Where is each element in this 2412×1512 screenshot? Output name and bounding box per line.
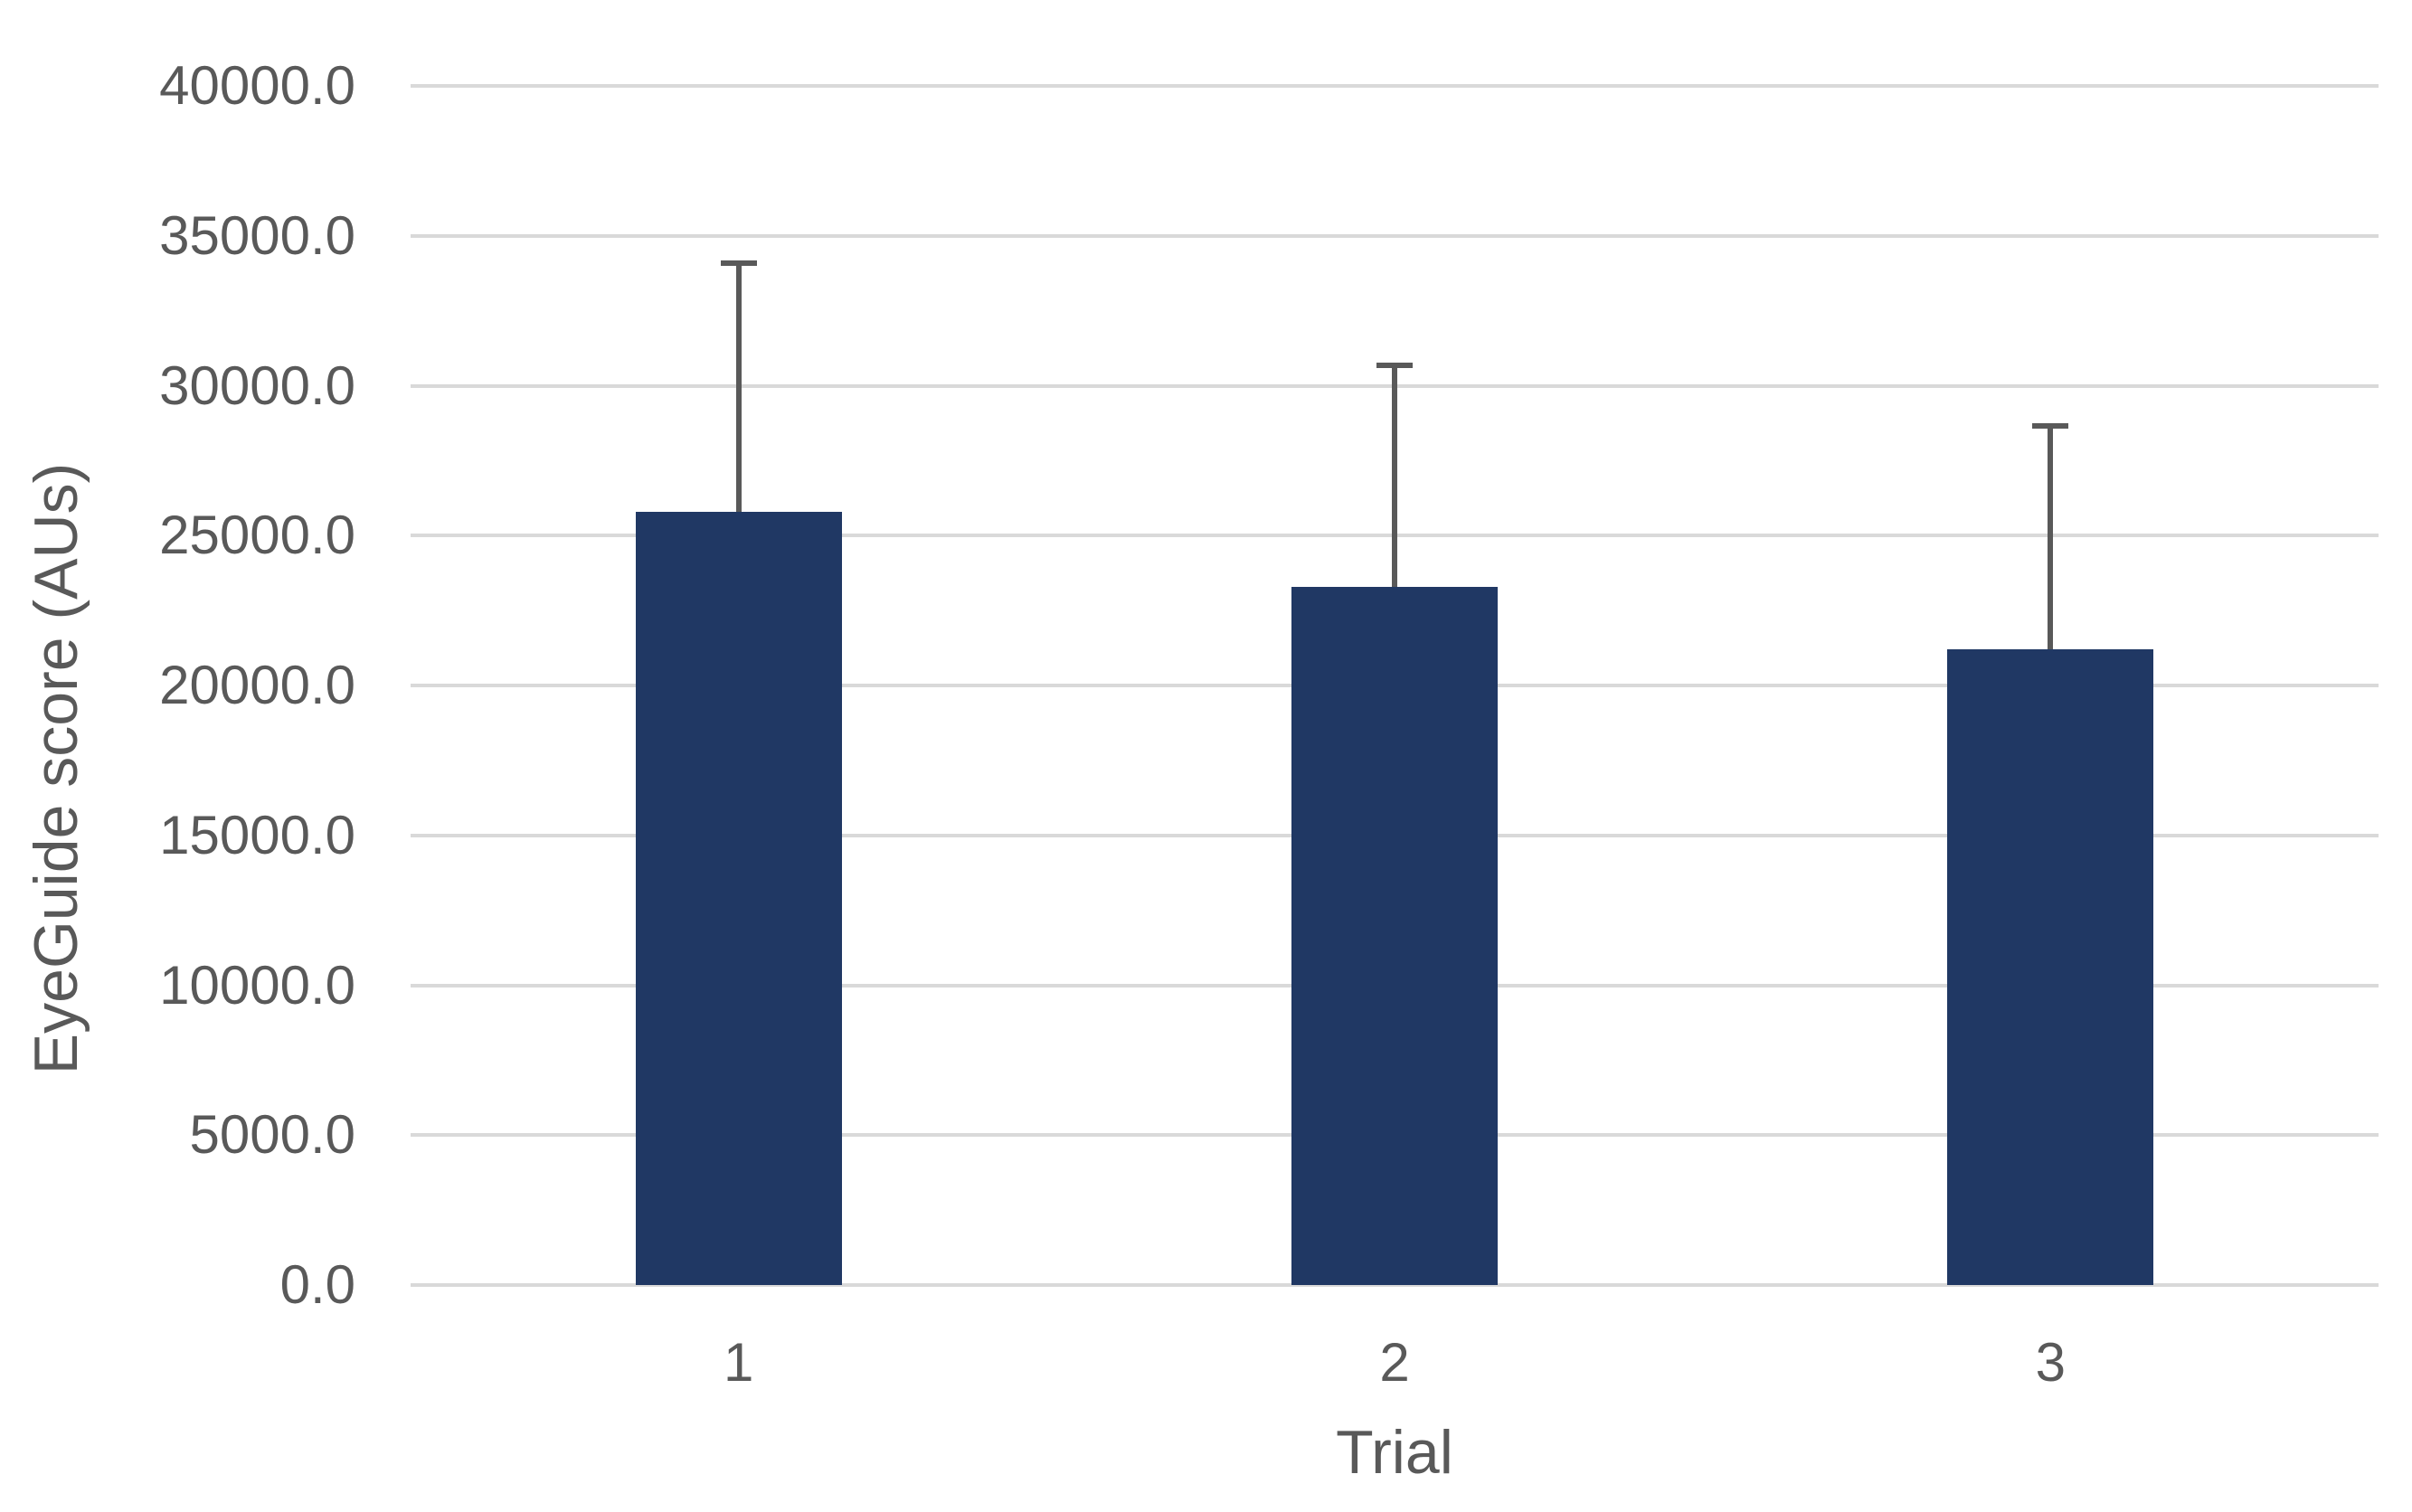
error-bar-cap-3	[2032, 423, 2069, 430]
y-tick-label-0.0: 0.0	[279, 1254, 355, 1315]
plot-area	[411, 84, 2379, 1287]
y-tick-label-10000.0: 10000.0	[159, 954, 355, 1016]
error-bar-cap-2	[1376, 363, 1413, 369]
y-tick-label-40000.0: 40000.0	[159, 55, 355, 116]
bar-trial-3	[1947, 648, 2154, 1285]
gridline-40000	[411, 84, 2379, 88]
bar-trial-2	[1291, 587, 1498, 1285]
y-tick-label-20000.0: 20000.0	[159, 655, 355, 715]
y-tick-label-15000.0: 15000.0	[159, 804, 355, 865]
y-tick-label-30000.0: 30000.0	[159, 354, 355, 416]
x-tick-label-3: 3	[2035, 1332, 2067, 1393]
gridline-0	[411, 1283, 2379, 1287]
error-bar-line-1	[735, 262, 742, 512]
error-bar-line-2	[1392, 365, 1397, 588]
x-axis-title: Trial	[1336, 1418, 1453, 1487]
y-tick-label-35000.0: 35000.0	[159, 204, 355, 266]
x-tick-label-2: 2	[1379, 1332, 1410, 1393]
bar-trial-1	[635, 511, 842, 1285]
y-tick-label-5000.0: 5000.0	[189, 1104, 355, 1166]
gridline-35000	[411, 233, 2379, 238]
y-tick-label-25000.0: 25000.0	[159, 505, 355, 566]
x-tick-label-1: 1	[723, 1332, 754, 1393]
error-bar-line-3	[2048, 426, 2054, 649]
error-bar-cap-1	[720, 260, 757, 266]
